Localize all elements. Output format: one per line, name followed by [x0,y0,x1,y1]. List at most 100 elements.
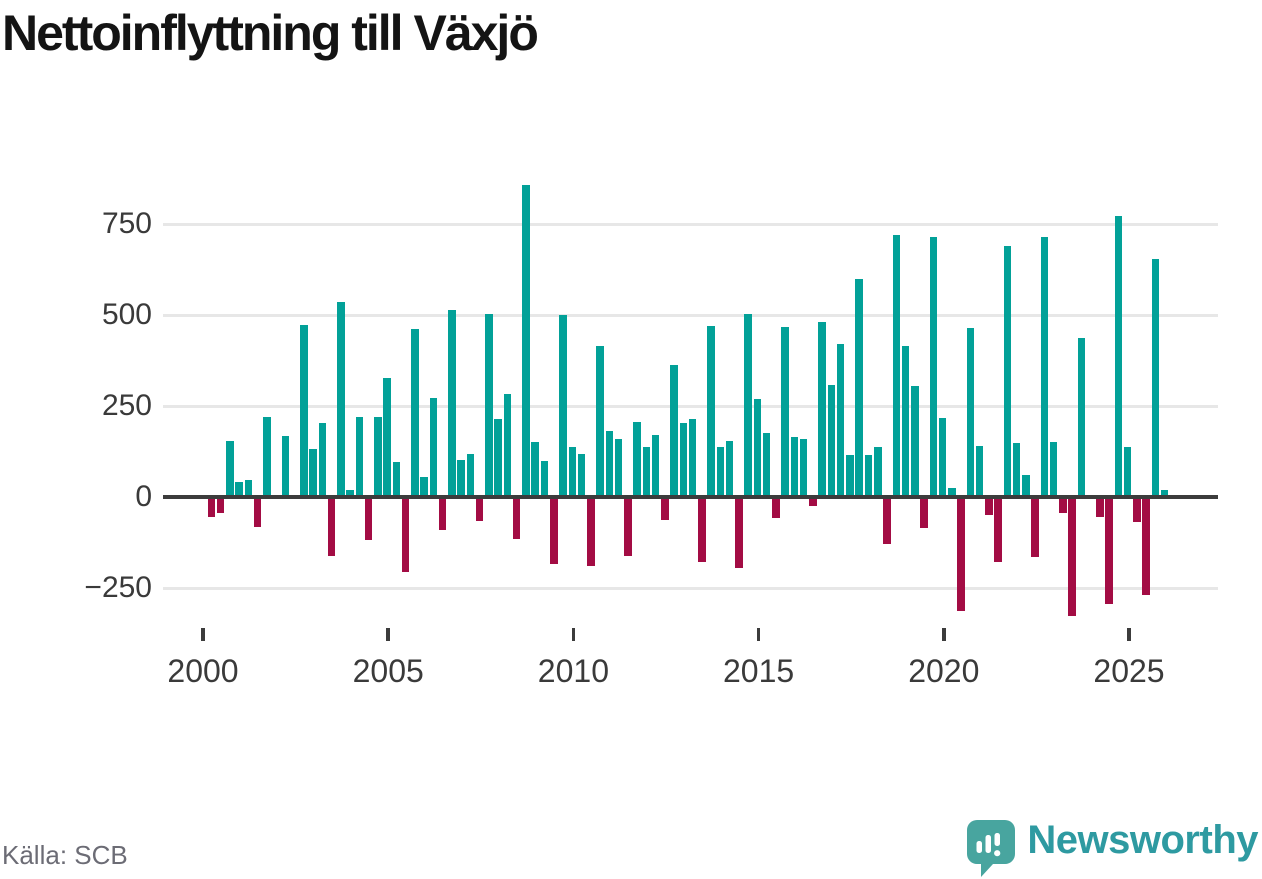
icon-bar-1 [976,841,983,853]
bar-2008Q4 [531,441,539,497]
bar-2013Q3 [707,326,715,497]
bar-2014Q2 [735,497,743,568]
x-tick-label: 2025 [1093,653,1165,689]
x-tick-2005 [386,628,390,641]
y-tick-label: 250 [101,389,152,422]
bar-2012Q4 [679,422,688,497]
y-tick-label: 750 [101,207,152,240]
bar-2020Q1 [948,487,956,497]
bar-2000Q3 [226,440,234,497]
bar-2020Q3 [966,327,975,497]
bar-2018Q4 [901,346,910,497]
bar-2019Q2 [920,497,928,529]
source-note: Källa: SCB [2,840,128,870]
bar-2009Q2 [550,497,558,564]
bar-2000Q1 [207,497,215,518]
bar-2005Q4 [420,477,428,497]
bar-2009Q4 [568,446,577,497]
bar-2017Q3 [855,278,863,497]
bar-2010Q3 [596,346,604,497]
x-tick-label: 2020 [908,653,980,689]
bar-2009Q1 [540,461,549,497]
y-tick-label: 500 [101,298,152,331]
bar-2015Q1 [762,432,771,497]
bar-2022Q3 [1040,236,1049,497]
bar-2010Q2 [587,497,595,567]
bar-2025Q2 [1142,497,1150,595]
bar-2022Q2 [1031,497,1039,557]
bar-2004Q1 [355,416,364,497]
y-axis: 750 500 250 0 −250 [0,180,152,645]
bar-2018Q1 [874,447,882,497]
bar-2006Q2 [438,497,447,531]
bar-2024Q3 [1114,215,1123,497]
bar-2017Q1 [836,344,845,497]
bar-2020Q2 [957,497,965,612]
x-tick-2010 [571,628,576,641]
bar-2013Q2 [698,497,706,562]
bar-2019Q4 [938,417,947,497]
bar-2024Q2 [1105,497,1113,604]
bar-2020Q4 [975,446,984,497]
gridline-250 [163,404,1218,408]
bar-2023Q3 [1077,337,1086,497]
bar-2012Q3 [670,365,678,497]
bar-2014Q1 [725,440,734,497]
x-tick-label: 2015 [723,653,795,689]
bar-2024Q1 [1096,497,1104,518]
bar-2003Q3 [337,302,345,497]
bar-2010Q1 [577,454,586,497]
bar-2011Q3 [633,421,641,497]
bar-2007Q3 [485,313,493,497]
bar-2006Q4 [457,459,465,497]
bar-2009Q3 [559,315,567,497]
bar-2004Q4 [383,377,391,497]
x-tick-2015 [756,628,761,641]
chart-title: Nettoinflyttning till Växjö [2,5,539,61]
bar-2016Q2 [809,497,817,506]
x-tick-2020 [942,628,946,641]
bar-2006Q3 [448,309,456,497]
gridline-750 [163,222,1218,226]
bar-2021Q3 [1003,245,1012,497]
bar-2023Q1 [1059,497,1067,514]
bar-2025Q1 [1133,497,1141,523]
newsworthy-logo[interactable]: Newsworthy [967,814,1258,878]
bar-2018Q3 [892,234,901,497]
newsworthy-wordmark: Newsworthy [1027,818,1258,862]
bar-2015Q4 [790,437,799,497]
bar-2016Q1 [799,438,808,497]
bar-2011Q4 [642,446,651,497]
bar-2022Q4 [1049,442,1058,497]
bar-2007Q2 [475,497,484,522]
newsworthy-speech-bubble-icon [967,820,1016,877]
bar-2025Q4 [1160,489,1169,497]
gridline--250 [163,586,1218,590]
bar-2003Q2 [327,497,336,556]
bar-2000Q2 [216,497,225,514]
bar-2015Q3 [781,327,789,497]
x-tick-2025 [1127,628,1131,641]
x-tick-2000 [201,628,205,641]
bar-2008Q1 [503,393,512,497]
bar-2025Q3 [1151,258,1160,497]
x-tick-label: 2010 [537,653,609,689]
bar-2017Q4 [864,455,873,497]
plot-area [163,180,1218,645]
bar-2019Q3 [929,236,938,497]
x-tick-label: 2005 [352,653,424,689]
bar-2013Q1 [688,418,697,497]
bar-2019Q1 [911,385,919,497]
bar-2016Q4 [827,385,836,497]
bar-2018Q2 [883,497,891,544]
bar-2015Q2 [772,497,780,519]
bar-2003Q4 [346,489,354,497]
bar-2024Q4 [1123,446,1132,497]
bar-2012Q1 [651,435,660,497]
bar-2001Q2 [253,497,262,527]
y-tick-label: −250 [84,571,152,604]
bar-2006Q1 [429,397,438,497]
x-axis: 2000 2005 2010 2015 2020 2025 [163,628,1218,703]
bar-2012Q2 [661,497,669,521]
